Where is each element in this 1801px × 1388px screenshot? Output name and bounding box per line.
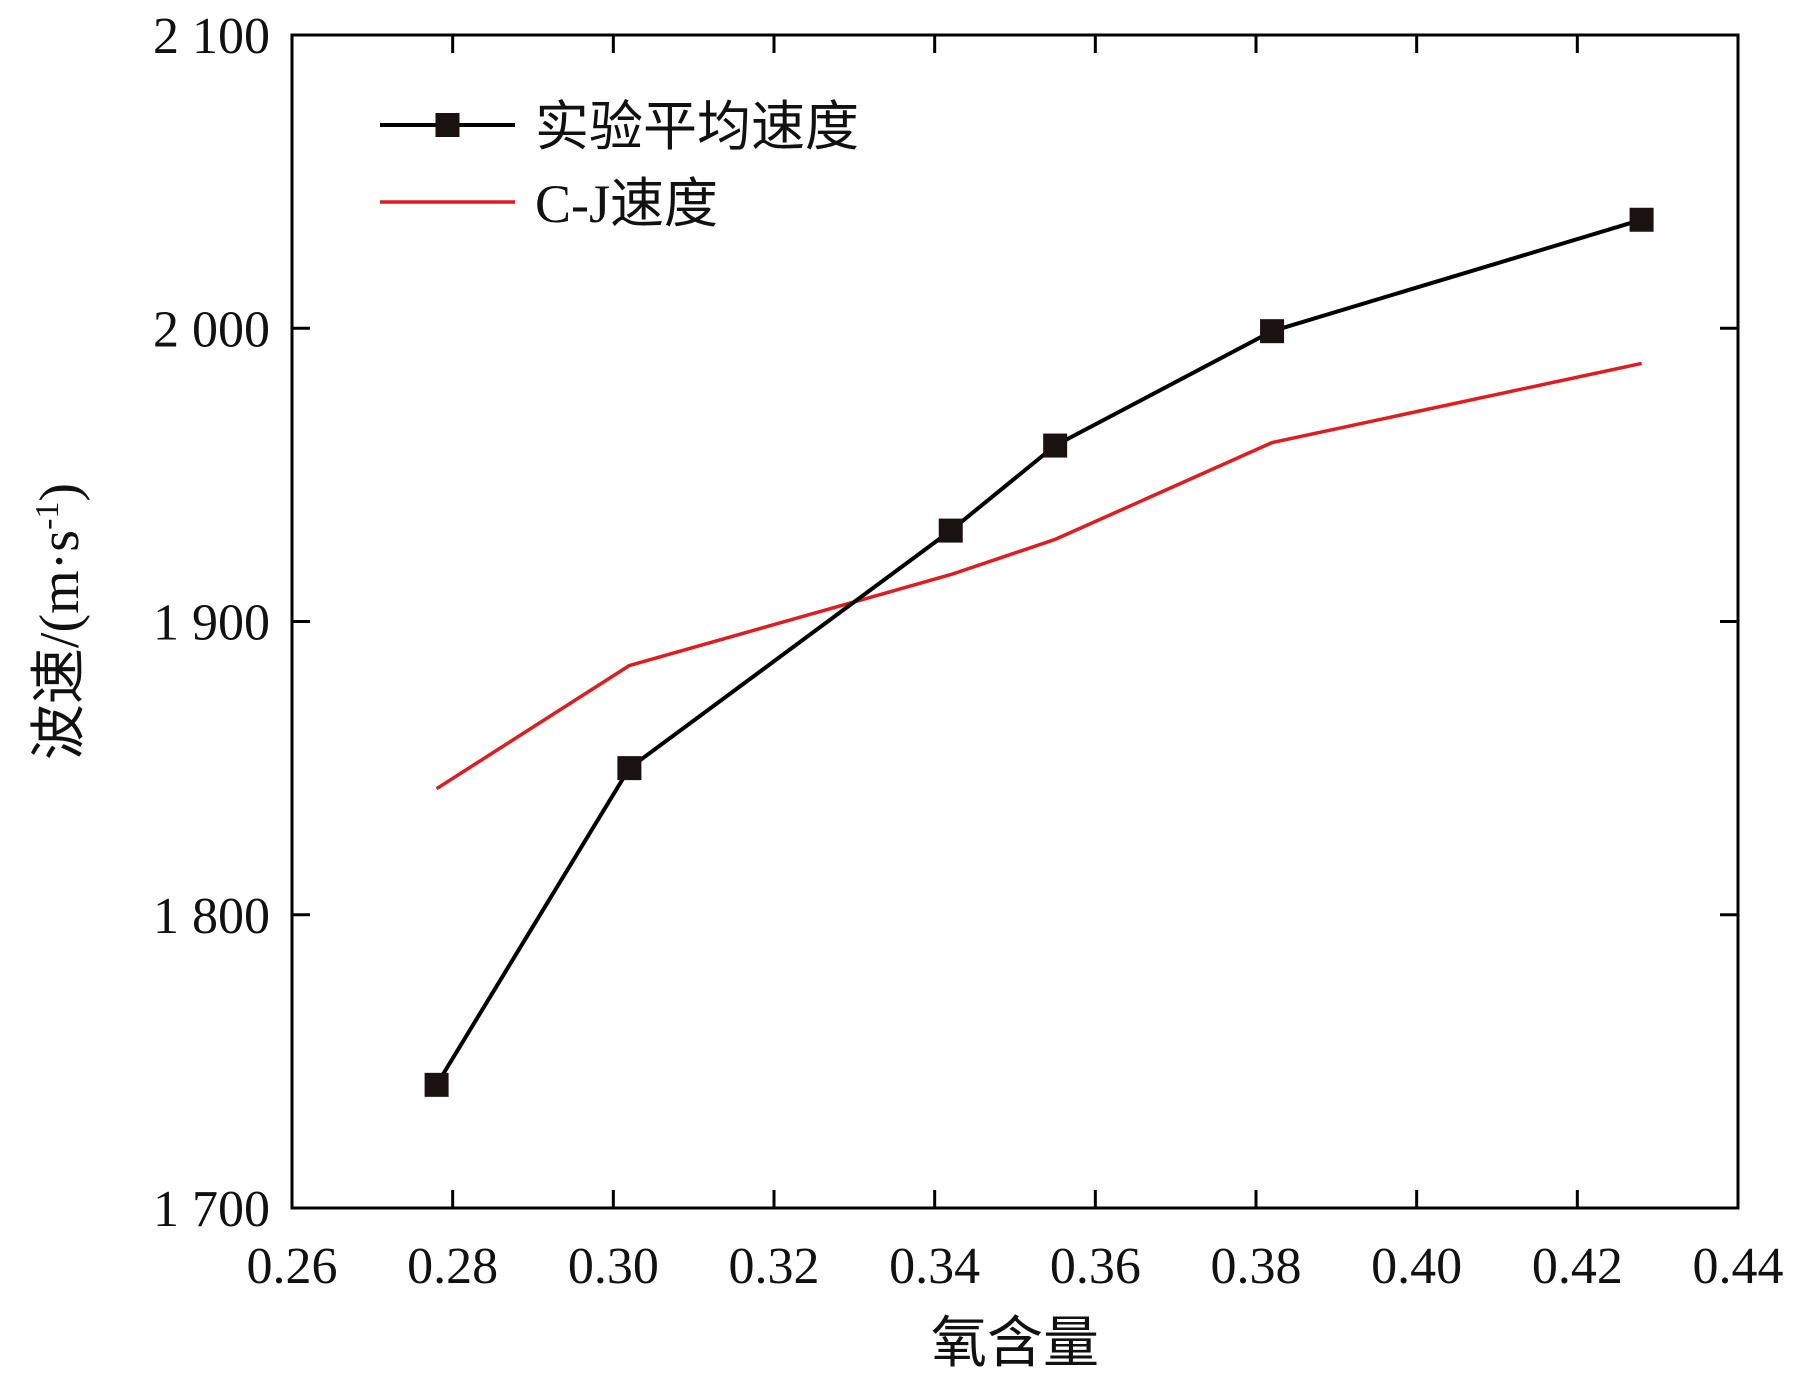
x-axis-title: 氧含量 xyxy=(931,1313,1099,1375)
y-tick-label: 1 700 xyxy=(153,1181,270,1238)
y-tick-label: 1 900 xyxy=(153,595,270,652)
data-point-marker xyxy=(424,1072,449,1097)
data-point-marker xyxy=(617,756,642,781)
y-axis-title: 波速/(m·s-1) xyxy=(29,483,91,760)
legend-label: C-J速度 xyxy=(535,174,718,234)
x-tick-label: 0.38 xyxy=(1211,1238,1302,1295)
x-tick-label: 0.44 xyxy=(1693,1238,1784,1295)
legend-label: 实验平均速度 xyxy=(535,97,859,157)
y-axis-title-unit: s xyxy=(29,530,91,552)
plot-frame xyxy=(290,33,1740,1210)
y-axis-title-close: ) xyxy=(29,483,91,502)
data-point-marker xyxy=(938,518,963,543)
y-axis-title-exponent: -1 xyxy=(29,502,66,530)
data-point-marker xyxy=(1260,319,1285,344)
series-layer xyxy=(424,207,1654,1097)
y-axis-title-main: 波速/(m xyxy=(29,570,91,760)
x-tick-label: 0.30 xyxy=(568,1238,659,1295)
axis-tick-labels: 0.26 0.28 0.30 0.32 0.34 0.36 0.38 0.40 0.42 0.44… xyxy=(153,8,1784,1295)
data-point-marker xyxy=(1629,207,1654,232)
x-tick-label: 0.42 xyxy=(1532,1238,1623,1295)
legend-swatch-marker xyxy=(435,113,460,137)
series-line xyxy=(435,361,1642,791)
legend: 实验平均速度 C-J速度 xyxy=(380,97,859,234)
x-tick-label: 0.36 xyxy=(1050,1238,1141,1295)
data-point-marker xyxy=(1043,433,1068,458)
x-tick-label: 0.26 xyxy=(247,1238,338,1295)
y-tick-label: 2 000 xyxy=(153,301,270,358)
series-line xyxy=(434,217,1643,1086)
y-tick-label: 2 100 xyxy=(153,8,270,65)
y-tick-label: 1 800 xyxy=(153,888,270,945)
y-axis-title-dot: · xyxy=(29,552,91,571)
x-tick-label: 0.34 xyxy=(889,1238,980,1295)
x-tick-label: 0.32 xyxy=(729,1238,820,1295)
x-tick-label: 0.28 xyxy=(407,1238,498,1295)
x-tick-label: 0.40 xyxy=(1371,1238,1462,1295)
